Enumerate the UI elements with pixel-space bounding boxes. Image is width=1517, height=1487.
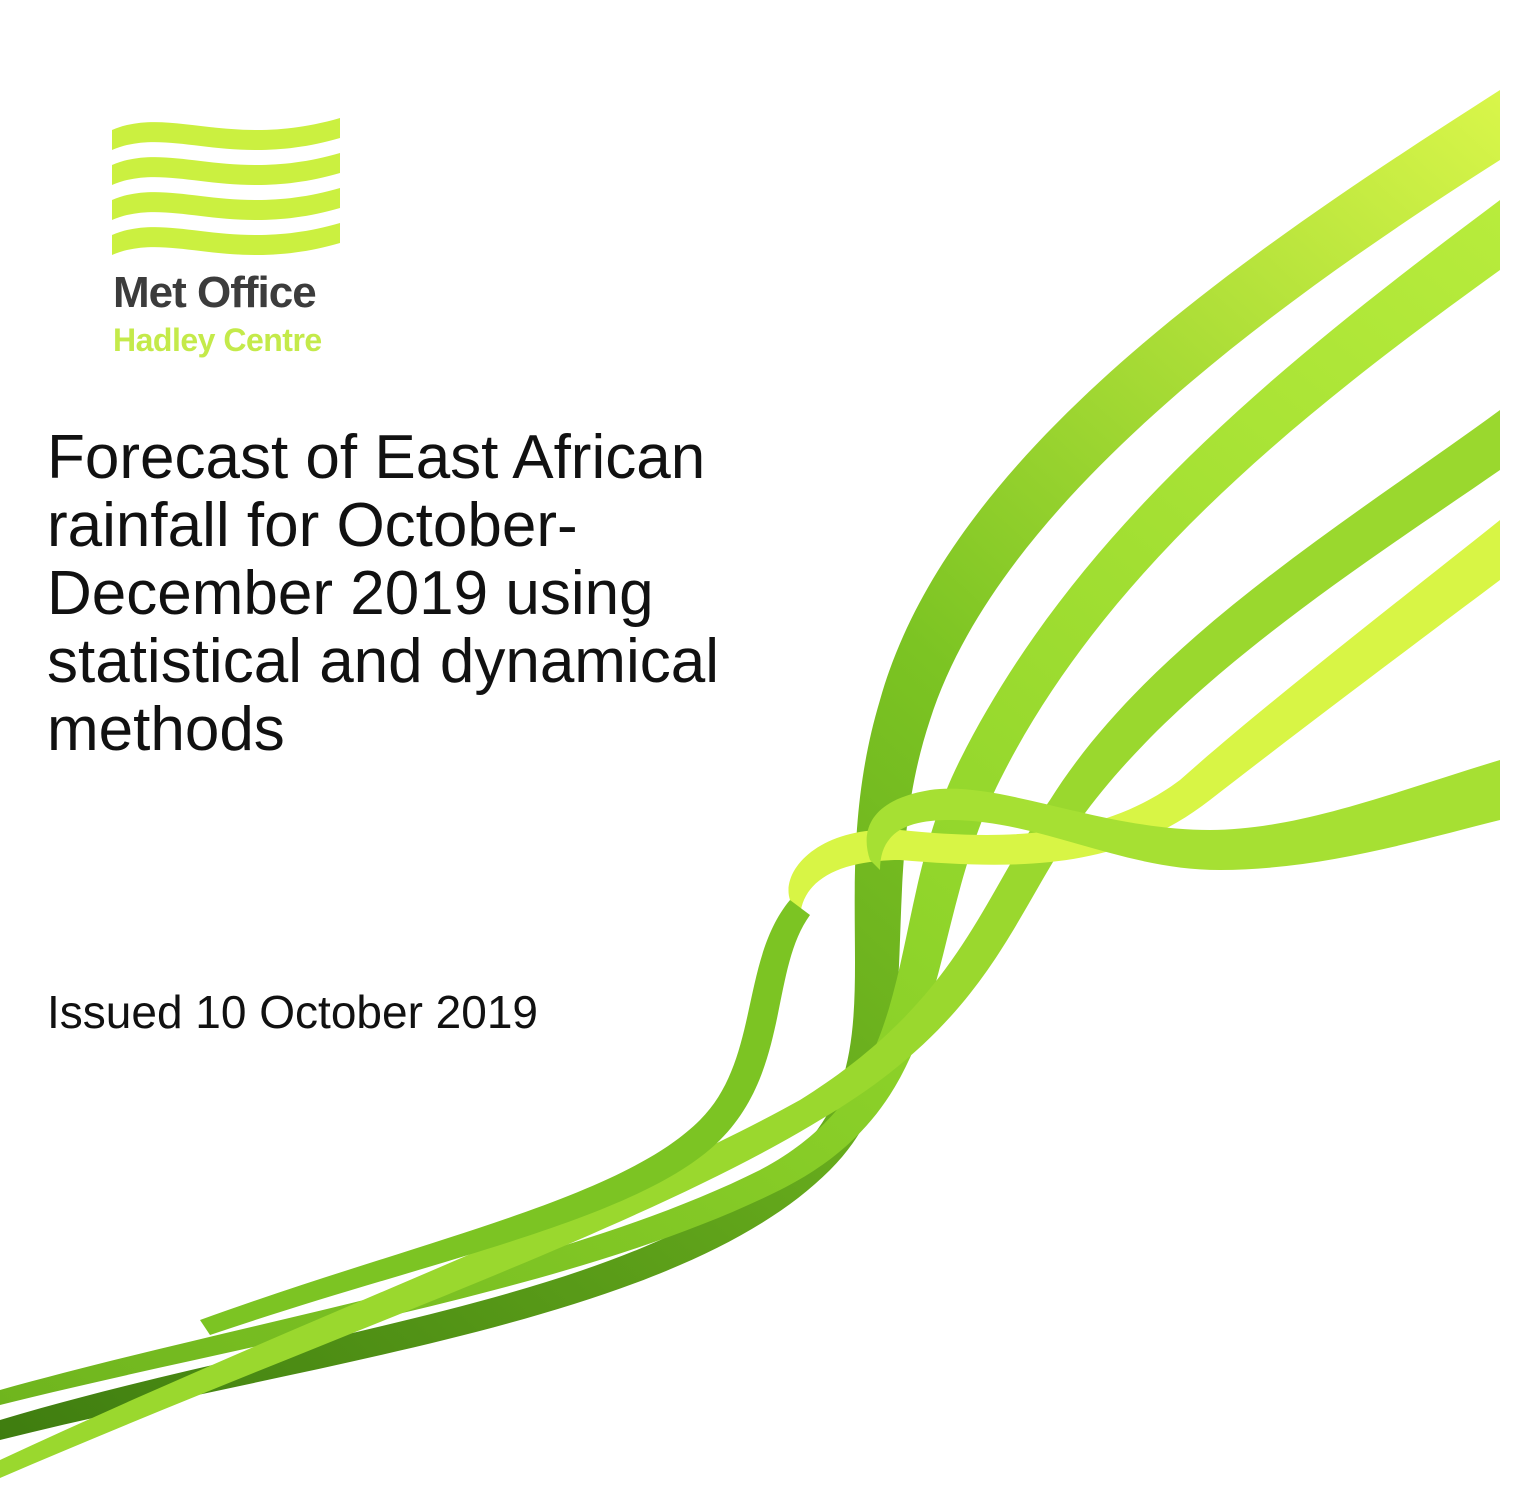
title-line: rainfall for October- [47, 491, 578, 560]
title-line: methods [47, 695, 285, 764]
logo-name: Met Office [113, 268, 317, 317]
ribbons [0, 90, 1500, 1478]
logo-waves [112, 118, 340, 255]
title-line: December 2019 using [47, 559, 654, 628]
title-line: statistical and dynamical [47, 627, 719, 696]
issue-date: Issued 10 October 2019 [47, 986, 538, 1038]
title-line: Forecast of East African [47, 423, 706, 492]
logo-subname: Hadley Centre [113, 322, 322, 358]
document-title: Forecast of East African rainfall for Oct… [47, 424, 719, 764]
